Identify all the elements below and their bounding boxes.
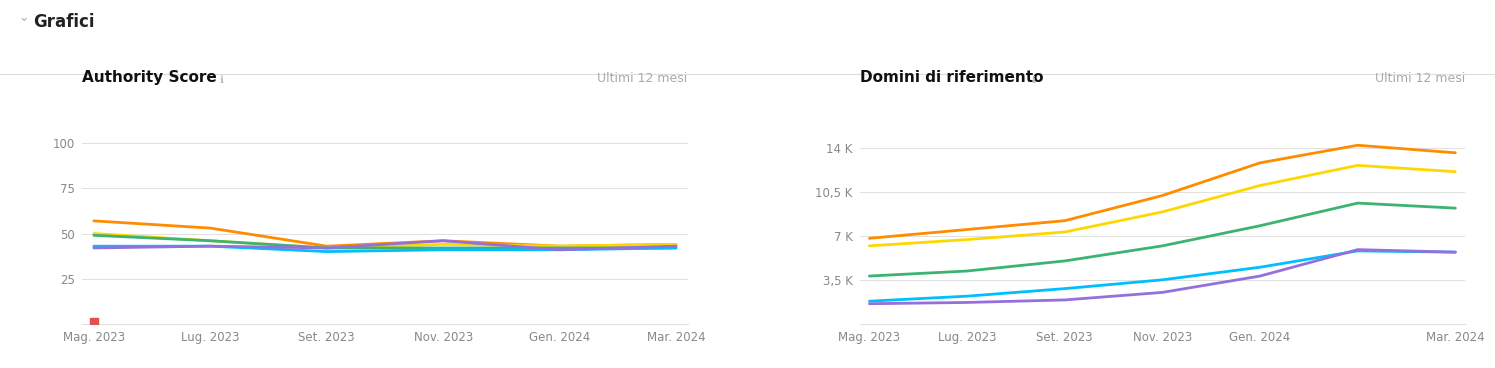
- Text: Authority Score: Authority Score: [82, 70, 217, 85]
- Text: Ultimi 12 mesi: Ultimi 12 mesi: [598, 72, 688, 85]
- Text: ℹ: ℹ: [220, 75, 224, 85]
- Text: Ultimi 12 mesi: Ultimi 12 mesi: [1375, 72, 1465, 85]
- Text: Grafici: Grafici: [33, 13, 94, 31]
- Text: ℹ: ℹ: [1032, 75, 1036, 85]
- Text: ⌄: ⌄: [18, 11, 28, 24]
- Text: Domini di riferimento: Domini di riferimento: [860, 70, 1044, 85]
